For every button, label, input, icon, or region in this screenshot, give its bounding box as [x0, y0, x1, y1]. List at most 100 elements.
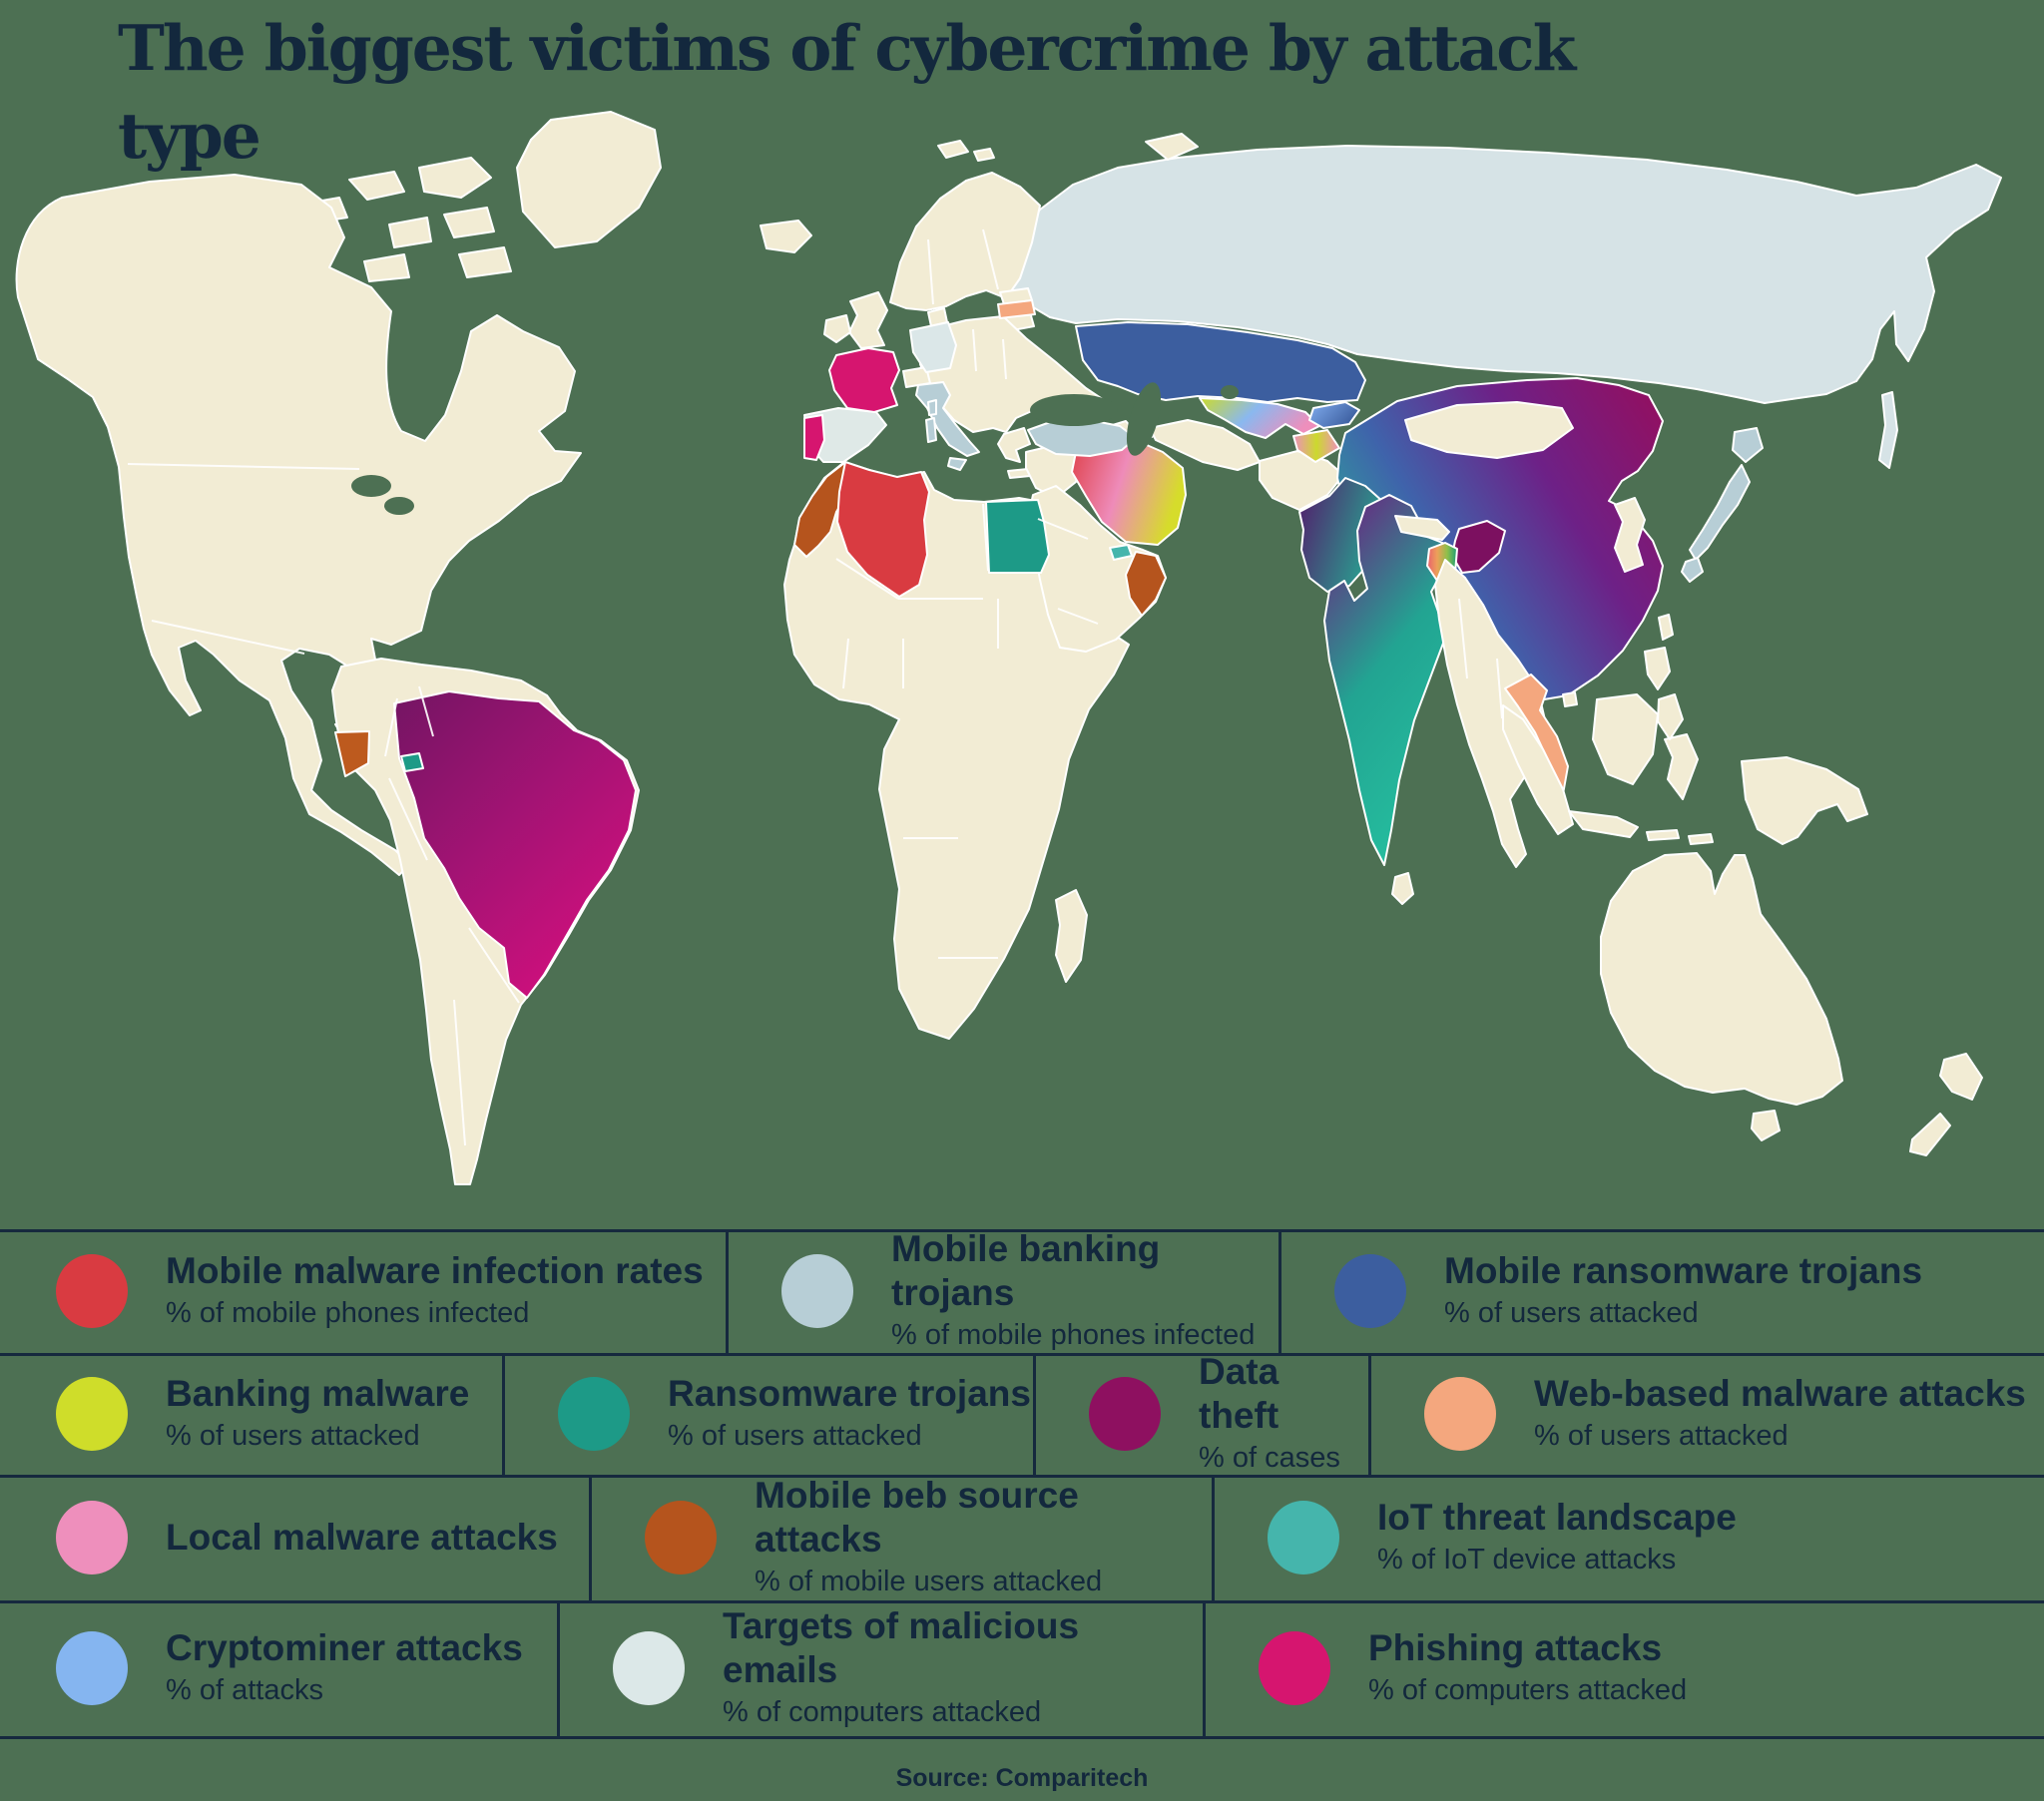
- legend-swatch-banking-malware: [56, 1377, 128, 1451]
- aral-sea: [1221, 385, 1239, 399]
- island-hainan: [1562, 691, 1578, 707]
- country-turkmenistan: [1149, 419, 1261, 471]
- border-arabia: [1037, 518, 1099, 625]
- island-honshu: [1689, 464, 1751, 561]
- legend-sublabel: % of mobile users attacked: [755, 1566, 1103, 1597]
- country-greece: [997, 427, 1031, 463]
- legend-grid-line: [1368, 1353, 1371, 1475]
- country-ireland: [823, 314, 851, 343]
- legend-sublabel: % of users attacked: [1444, 1297, 1699, 1329]
- legend-item-ransomware-trojans: Ransomware trojans % of users attacked: [502, 1353, 1033, 1475]
- great-lake: [351, 475, 391, 497]
- legend-swatch-ransomware-trojans: [558, 1377, 630, 1451]
- arctic-island: [418, 157, 492, 199]
- legend-item-cryptominer: Cryptominer attacks % of attacks: [0, 1600, 557, 1736]
- continent-africa: [783, 461, 1130, 1040]
- country-india: [1323, 494, 1446, 866]
- country-sakhalin: [1878, 391, 1898, 469]
- continent-north-america: [15, 174, 582, 876]
- legend-label: Web-based malware attacks: [1534, 1373, 2026, 1414]
- legend-item-local-malware: Local malware attacks: [0, 1475, 589, 1600]
- legend-item-banking-malware: Banking malware % of users attacked: [0, 1353, 502, 1475]
- island-kyushu: [1681, 557, 1704, 583]
- legend-swatch-phishing: [1259, 1631, 1330, 1705]
- legend-label: Cryptominer attacks: [166, 1627, 523, 1668]
- legend-item-mobile-beb-source: Mobile beb source attacks % of mobile us…: [589, 1475, 1212, 1600]
- legend-label: Data theft: [1199, 1351, 1279, 1436]
- country-ecuador: [334, 730, 370, 777]
- legend-label: Mobile ransomware trojans: [1444, 1250, 1923, 1291]
- island-corsica: [927, 399, 937, 416]
- island-new-guinea: [1741, 756, 1868, 845]
- island-madagascar: [1055, 889, 1088, 983]
- legend-item-phishing: Phishing attacks % of computers attacked: [1203, 1600, 2044, 1736]
- country-nepal: [1394, 515, 1450, 541]
- country-australia: [1600, 852, 1843, 1106]
- legend-item-web-based-malware: Web-based malware attacks % of users att…: [1368, 1353, 2044, 1475]
- border-africa: [835, 503, 999, 959]
- legend-item-data-theft: Data theft % of cases: [1033, 1351, 1368, 1475]
- legend-label: Mobile malware infection rates: [166, 1250, 704, 1291]
- legend-label: Mobile banking trojans: [891, 1228, 1161, 1313]
- island-tasmania: [1751, 1110, 1781, 1141]
- island-novaya-zemlya: [1145, 133, 1199, 161]
- country-kyrgyzstan: [1308, 401, 1360, 429]
- legend-item-mobile-banking-trojans: Mobile banking trojans % of mobile phone…: [726, 1228, 1278, 1353]
- legend-sublabel: % of users attacked: [668, 1420, 922, 1452]
- legend-swatch-malicious-emails: [613, 1631, 685, 1705]
- island-luzon: [1644, 647, 1671, 690]
- legend-grid-line: [0, 1353, 2044, 1356]
- country-brazil: [393, 690, 637, 999]
- legend-swatch-mobile-malware: [56, 1254, 128, 1328]
- island-nz-south: [1909, 1113, 1951, 1156]
- legend-sublabel: % of computers attacked: [1368, 1674, 1688, 1706]
- legend-grid-line: [1203, 1600, 1206, 1736]
- island-sicily: [947, 457, 967, 471]
- country-kazakhstan: [1075, 321, 1366, 403]
- black-sea: [1030, 394, 1118, 426]
- legend-swatch-iot-threat: [1268, 1501, 1339, 1575]
- legend-swatch-data-theft: [1089, 1377, 1161, 1451]
- island-lesser-sunda: [1688, 833, 1714, 845]
- island-sulawesi: [1664, 733, 1699, 800]
- country-latvia: [997, 299, 1036, 319]
- arctic-island: [443, 207, 495, 238]
- border-south-america: [384, 685, 520, 1146]
- legend-grid-line: [0, 1600, 2044, 1603]
- country-iceland: [760, 220, 812, 253]
- legend-grid-line: [1033, 1353, 1036, 1475]
- legend-grid-line: [0, 1475, 2044, 1478]
- legend-sublabel: % of IoT device attacks: [1377, 1544, 1677, 1576]
- border-us-canada: [127, 463, 360, 470]
- legend-sublabel: % of attacks: [166, 1674, 323, 1706]
- legend-grid-line: [1278, 1229, 1281, 1353]
- island-sumatra: [1502, 704, 1574, 835]
- source-credit: Source: Comparitech: [895, 1764, 1149, 1792]
- country-haiti: [400, 752, 424, 772]
- island-sri-lanka: [1391, 872, 1414, 905]
- island-sardinia: [925, 417, 937, 443]
- legend-grid-line: [589, 1475, 592, 1600]
- island-hokkaido: [1732, 427, 1764, 463]
- country-germany: [909, 321, 957, 373]
- region-korea: [1614, 497, 1646, 573]
- legend-sublabel: % of mobile phones infected: [891, 1319, 1256, 1351]
- country-tajikistan: [1292, 429, 1340, 463]
- legend-grid-line: [0, 1736, 2044, 1739]
- legend-item-iot-threat: IoT threat landscape % of IoT device att…: [1212, 1475, 2044, 1600]
- legend-swatch-mobile-ransomware-trojans: [1334, 1254, 1406, 1328]
- legend-item-mobile-ransomware-trojans: Mobile ransomware trojans % of users att…: [1278, 1229, 2044, 1353]
- island-mindanao: [1657, 693, 1684, 740]
- legend-label: Targets of malicious emails: [723, 1605, 1080, 1690]
- legend-sublabel: % of users attacked: [166, 1420, 420, 1452]
- country-oman: [1125, 551, 1167, 617]
- caspian-sea: [1126, 382, 1162, 456]
- country-egypt: [985, 499, 1050, 574]
- country-uzbekistan: [1199, 397, 1320, 439]
- country-uk: [848, 291, 888, 349]
- border-scandinavia: [927, 228, 999, 305]
- legend-sublabel: % of mobile phones infected: [166, 1297, 530, 1329]
- legend-grid-line: [1212, 1475, 1215, 1600]
- legend-swatch-cryptominer: [56, 1631, 128, 1705]
